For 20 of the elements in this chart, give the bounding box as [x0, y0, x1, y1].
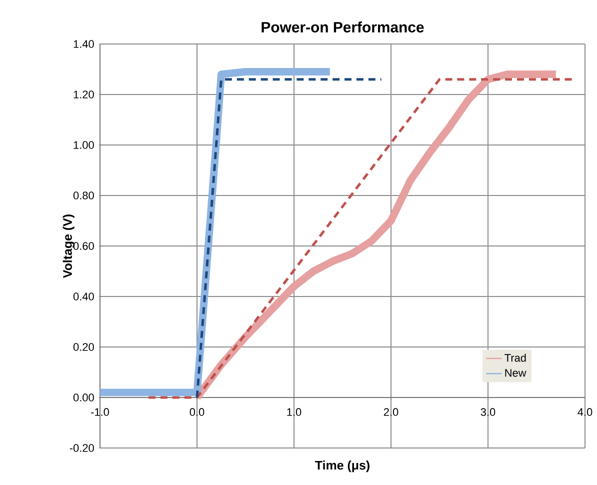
y-tick-label: 0.20 [73, 343, 94, 351]
x-tick-label: -1.0 [91, 408, 110, 416]
x-tick-label: 1.0 [287, 408, 302, 416]
x-axis-title: Time (μs) [315, 460, 370, 472]
x-tick-label: 0.0 [190, 408, 204, 416]
y-tick-label: -0.20 [70, 444, 94, 452]
y-tick-label: 1.40 [74, 40, 94, 48]
y-tick-label: 1.00 [74, 141, 94, 149]
y-tick-label: 0.40 [73, 292, 94, 300]
x-tick-label: 2.0 [384, 408, 398, 416]
chart-title: Power-on Performance [262, 22, 424, 32]
x-tick-label: 3.0 [480, 408, 496, 416]
y-tick-label: 0.60 [73, 242, 94, 250]
y-tick-label: 1.20 [74, 90, 94, 98]
legend-label: Trad [504, 354, 526, 362]
y-tick-label: 0.80 [73, 192, 94, 200]
legend-label: New [505, 369, 526, 377]
x-tick-label: 4.0 [578, 408, 592, 416]
y-axis-title: Voltage (V) [62, 214, 74, 278]
y-tick-label: 0.00 [73, 394, 94, 402]
